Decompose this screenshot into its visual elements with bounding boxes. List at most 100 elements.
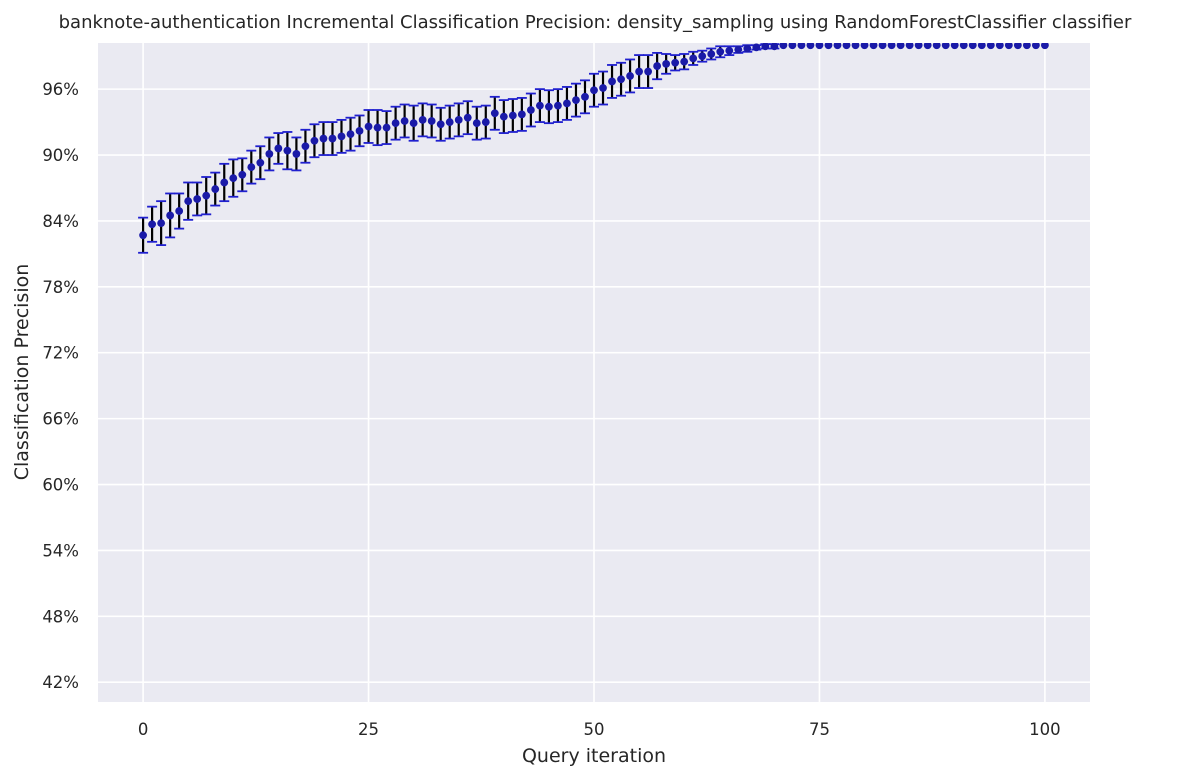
- data-point: [689, 54, 698, 63]
- data-point: [554, 101, 562, 110]
- data-point: [716, 47, 725, 56]
- x-tick-label: 25: [358, 720, 379, 739]
- data-point: [193, 195, 202, 203]
- data-point: [806, 43, 815, 50]
- data-point: [157, 219, 166, 228]
- y-tick-label: 42%: [42, 673, 79, 692]
- data-point: [184, 197, 193, 206]
- data-point: [526, 106, 535, 114]
- data-point: [256, 158, 265, 167]
- data-point: [905, 43, 914, 50]
- data-point: [499, 112, 508, 121]
- data-point: [959, 43, 968, 50]
- data-point: [824, 43, 833, 50]
- data-point: [229, 174, 238, 182]
- data-point: [563, 99, 571, 108]
- data-point: [1022, 43, 1031, 50]
- data-point: [770, 43, 779, 51]
- data-point: [815, 43, 824, 50]
- data-point: [725, 46, 734, 55]
- data-point: [418, 115, 427, 124]
- y-tick-label: 96%: [42, 80, 79, 99]
- x-tick-label: 0: [138, 720, 149, 739]
- data-point: [1013, 43, 1022, 50]
- data-point: [373, 123, 382, 132]
- data-point: [896, 43, 905, 50]
- data-point: [941, 43, 950, 50]
- data-point: [608, 77, 616, 86]
- data-point: [671, 58, 680, 67]
- data-point: [599, 84, 607, 92]
- data-point: [535, 101, 544, 110]
- data-point: [626, 72, 634, 80]
- data-point: [436, 120, 445, 129]
- data-point: [932, 43, 941, 50]
- data-point: [851, 43, 860, 50]
- data-point: [328, 134, 337, 143]
- data-point: [274, 144, 283, 153]
- data-series: [138, 43, 1049, 254]
- data-point: [662, 59, 671, 68]
- data-point: [337, 132, 346, 141]
- data-point: [319, 134, 328, 143]
- x-tick-labels: 0 25 50 75 100: [138, 720, 1061, 739]
- data-point: [950, 43, 959, 50]
- data-point: [995, 43, 1004, 50]
- data-point: [517, 110, 526, 119]
- y-axis-label: Classification Precision: [11, 264, 33, 481]
- y-tick-label: 72%: [42, 344, 79, 363]
- data-point: [761, 43, 770, 51]
- data-point: [220, 178, 229, 187]
- data-point: [400, 117, 409, 125]
- data-point: [391, 119, 400, 128]
- data-point: [734, 45, 743, 54]
- data-point: [1041, 43, 1049, 50]
- data-point: [572, 96, 580, 105]
- data-point: [148, 220, 157, 229]
- data-point: [292, 150, 301, 158]
- data-point: [887, 43, 896, 50]
- data-point: [797, 43, 806, 50]
- data-point: [346, 130, 355, 139]
- y-tick-label: 60%: [42, 476, 79, 495]
- data-point: [301, 142, 310, 151]
- data-point: [617, 75, 625, 84]
- data-point: [472, 119, 481, 128]
- data-point: [364, 122, 373, 131]
- data-point: [139, 231, 147, 240]
- data-point: [779, 43, 788, 50]
- y-tick-label: 48%: [42, 607, 79, 626]
- data-point: [265, 150, 274, 158]
- data-point: [238, 170, 247, 179]
- data-point: [427, 117, 436, 125]
- data-point: [445, 118, 454, 126]
- data-point: [211, 185, 220, 193]
- x-tick-label: 75: [809, 720, 830, 739]
- data-point: [581, 92, 589, 101]
- data-point: [409, 119, 418, 128]
- y-tick-label: 54%: [42, 541, 79, 560]
- data-point: [752, 43, 761, 52]
- data-point: [355, 126, 364, 135]
- y-tick-labels: 42% 48% 54% 60% 66% 72% 78% 84% 90% 96%: [42, 80, 79, 692]
- data-point: [545, 102, 553, 111]
- data-point: [1004, 43, 1013, 50]
- data-point: [833, 43, 842, 50]
- x-tick-label: 100: [1029, 720, 1061, 739]
- data-point: [283, 146, 292, 155]
- data-point: [680, 57, 689, 66]
- data-point: [698, 52, 707, 61]
- data-point: [247, 163, 256, 172]
- x-tick-label: 50: [584, 720, 605, 739]
- data-point: [310, 136, 319, 145]
- data-point: [644, 67, 653, 76]
- data-point: [635, 67, 643, 76]
- data-point: [860, 43, 869, 50]
- x-gridlines: [142, 43, 1046, 702]
- data-point: [869, 43, 878, 50]
- data-point: [842, 43, 851, 50]
- data-point: [202, 191, 211, 200]
- data-point: [968, 43, 977, 50]
- data-point: [508, 111, 517, 120]
